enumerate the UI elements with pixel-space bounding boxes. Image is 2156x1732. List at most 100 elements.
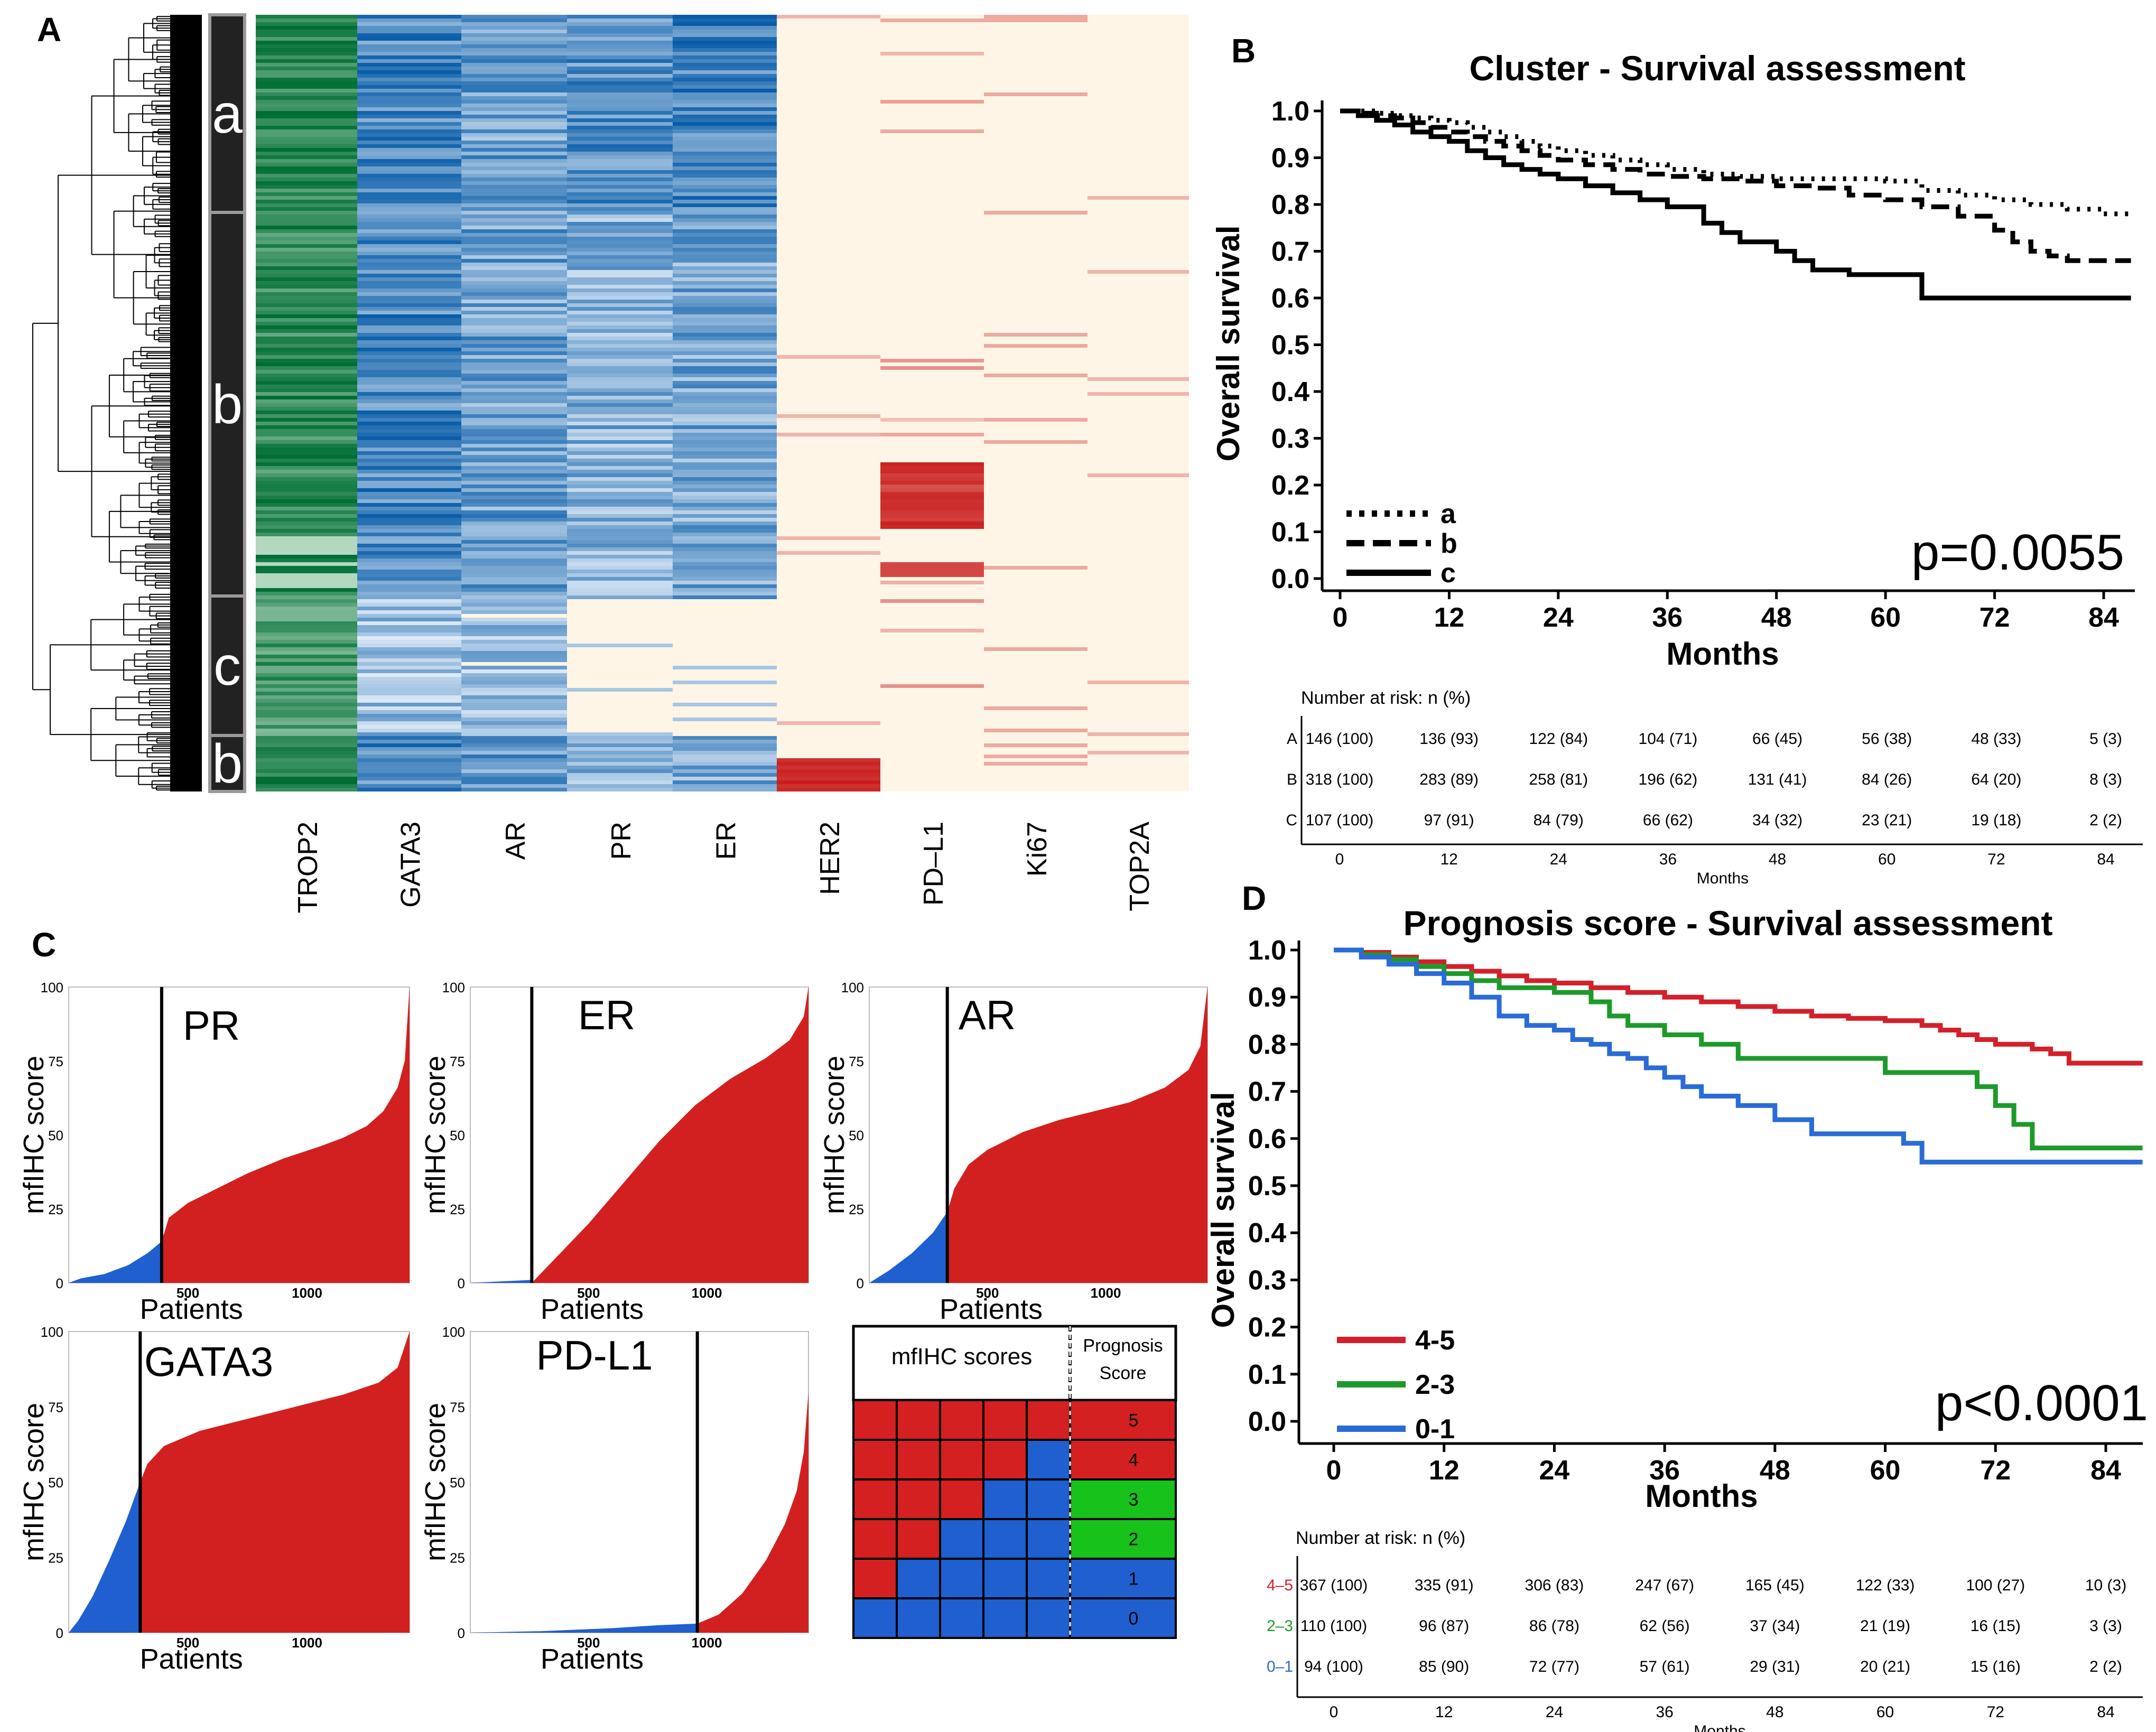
distribution-y-tick: 0 [56,1625,63,1641]
distribution-title: PR [183,1002,240,1049]
y-tick-label: 0.1 [1248,1359,1286,1390]
heatmap-cell [567,92,673,96]
heatmap-cell [1088,529,1189,533]
heatmap-cell [1088,33,1189,37]
heatmap-cell [984,651,1088,655]
heatmap-cell [357,448,461,451]
heatmap-cell [567,359,673,362]
heatmap-cell [777,340,880,344]
heatmap-cell [461,277,567,281]
heatmap-cell [673,325,777,329]
heatmap-cell [567,632,673,636]
risk-cell: 15 (16) [1971,1658,2021,1675]
heatmap-cell [256,632,357,636]
heatmap-cell [777,588,880,592]
heatmap-cell [461,285,567,288]
heatmap-cell [357,96,461,100]
heatmap-cell [1088,355,1189,359]
heatmap-cell [777,459,880,462]
heatmap-cell [357,470,461,473]
heatmap-cell [777,248,880,252]
heatmap-cell [256,762,357,766]
heatmap-cell [984,70,1088,74]
heatmap-cell [357,44,461,48]
heatmap-cell [777,732,880,736]
heatmap-cell [673,592,777,595]
heatmap-cell [984,148,1088,152]
heatmap-cell [673,780,777,784]
heatmap-cell [256,133,357,137]
distribution-ylabel: mfIHC score [420,1403,451,1561]
heatmap-cell [777,518,880,522]
distribution-title: GATA3 [144,1338,273,1385]
heatmap-cell [256,522,357,525]
heatmap-cell [984,721,1088,725]
heatmap-cell [1088,692,1189,695]
heatmap-cell [567,152,673,155]
heatmap-cell [673,522,777,525]
km-score-axes: 0.00.10.20.30.40.50.60.70.80.91.00 12 24 36… [1248,935,2143,1486]
heatmap-cell [567,144,673,148]
heatmap-cell [256,592,357,595]
heatmap-cell [984,540,1088,544]
heatmap-cell [984,518,1088,522]
heatmap-cell [461,215,567,218]
heatmap-cell [1088,78,1189,81]
heatmap-cell [1088,340,1189,344]
heatmap-cell [256,263,357,266]
heatmap-cell [461,192,567,196]
y-tick-label: 0.6 [1271,283,1309,314]
heatmap-cell [357,547,461,551]
distribution-xlabel: Patients [940,1293,1043,1325]
distribution-xlabel: Patients [140,1293,243,1325]
heatmap-cell [880,244,984,248]
heatmap-cell [673,237,777,240]
heatmap-cell [777,396,880,399]
heatmap-cell [673,440,777,444]
heatmap-cell [461,684,567,688]
km-score-legend: 4-52-30-1 [1337,1325,1455,1445]
heatmap-cell [461,621,567,625]
heatmap-cell [1088,218,1189,222]
heatmap-cell [567,577,673,581]
risk-cell: 110 (100) [1300,1617,1367,1635]
heatmap-cell [357,599,461,603]
heatmap-cell [673,577,777,581]
score-table-right-header-1: Prognosis [1083,1336,1163,1356]
heatmap-cell [984,252,1088,255]
heatmap-cell [880,362,984,366]
heatmap-cell [567,558,673,562]
heatmap-cell [984,307,1088,311]
heatmap-cell [777,300,880,303]
heatmap-cell [567,115,673,118]
heatmap-cell [673,644,777,647]
heatmap-cell [357,721,461,725]
heatmap-cell [880,85,984,89]
heatmap-cell [777,710,880,714]
risk-cell: 122 (33) [1856,1577,1915,1594]
heatmap-cell [984,211,1088,215]
heatmap-cell [880,625,984,629]
heatmap-cell [673,104,777,107]
heatmap-cell [567,732,673,736]
heatmap-cell [984,115,1088,118]
heatmap-cell [461,129,567,133]
heatmap-cell [357,496,461,499]
heatmap-cell [1088,658,1189,662]
heatmap-cell [461,348,567,351]
heatmap-cell [256,599,357,603]
heatmap-cell [984,59,1088,63]
heatmap-cell [357,133,461,137]
heatmap-cell [567,481,673,485]
heatmap-cell [567,292,673,296]
heatmap-cell [256,577,357,581]
heatmap-cell [567,163,673,166]
heatmap-cell [461,111,567,115]
heatmap-cell [461,492,567,496]
heatmap-cell [461,721,567,725]
heatmap-cell [984,470,1088,473]
heatmap-cell [1088,144,1189,148]
distribution-above-cutoff [947,987,1207,1283]
heatmap-cell [1088,651,1189,655]
heatmap-cell [461,414,567,418]
